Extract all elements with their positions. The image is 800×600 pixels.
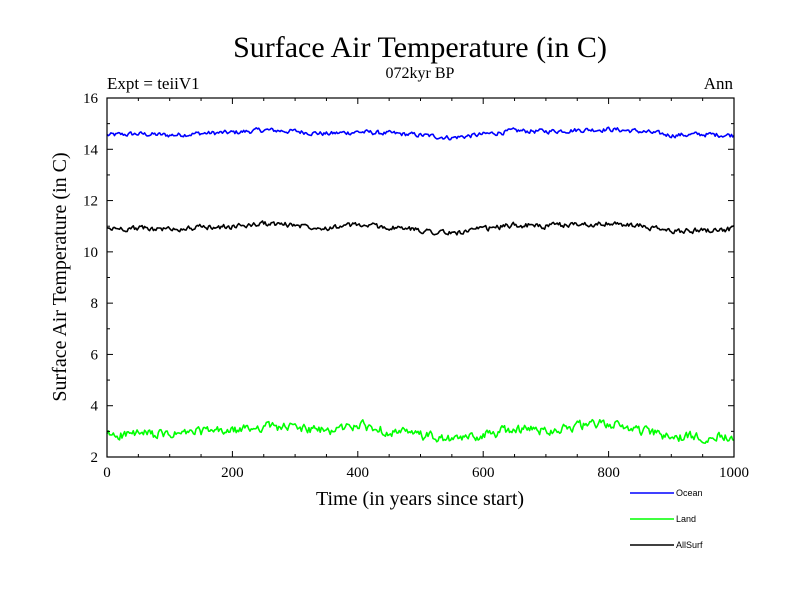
chart-subtitle: 072kyr BP xyxy=(386,65,455,82)
y-tick-label: 12 xyxy=(83,194,98,210)
x-tick-label: 800 xyxy=(597,465,620,481)
y-tick-label: 6 xyxy=(91,347,99,363)
chart-title: Surface Air Temperature (in C) xyxy=(233,31,607,64)
x-axis-label: Time (in years since start) xyxy=(316,488,524,510)
series-line-land xyxy=(106,418,735,445)
x-tick-label: 400 xyxy=(347,465,370,481)
plot-frame xyxy=(106,97,735,458)
series-layer xyxy=(106,126,735,445)
y-tick-label: 14 xyxy=(83,142,99,158)
legend-label-ocean: Ocean xyxy=(676,488,703,498)
x-axis: 0 200 400 600 800 1000 xyxy=(103,98,749,481)
legend: Ocean Land AllSurf xyxy=(630,488,703,550)
x-tick-label: 1000 xyxy=(719,465,749,481)
x-tick-label: 600 xyxy=(472,465,495,481)
y-tick-label: 2 xyxy=(91,450,99,466)
experiment-label: Expt = teiiV1 xyxy=(107,74,200,93)
y-tick-label: 4 xyxy=(91,399,99,415)
legend-label-land: Land xyxy=(676,514,696,524)
period-label: Ann xyxy=(704,74,734,93)
legend-label-allsurf: AllSurf xyxy=(676,540,703,550)
y-tick-label: 8 xyxy=(91,296,99,312)
x-tick-label: 200 xyxy=(221,465,244,481)
y-axis: 2 4 6 8 10 12 14 16 xyxy=(83,91,734,466)
x-tick-label: 0 xyxy=(103,465,111,481)
y-tick-label: 16 xyxy=(83,91,99,107)
y-tick-label: 10 xyxy=(83,245,98,261)
series-line-ocean xyxy=(106,126,735,141)
series-line-allsurf xyxy=(106,220,735,236)
y-axis-label: Surface Air Temperature (in C) xyxy=(49,152,71,401)
